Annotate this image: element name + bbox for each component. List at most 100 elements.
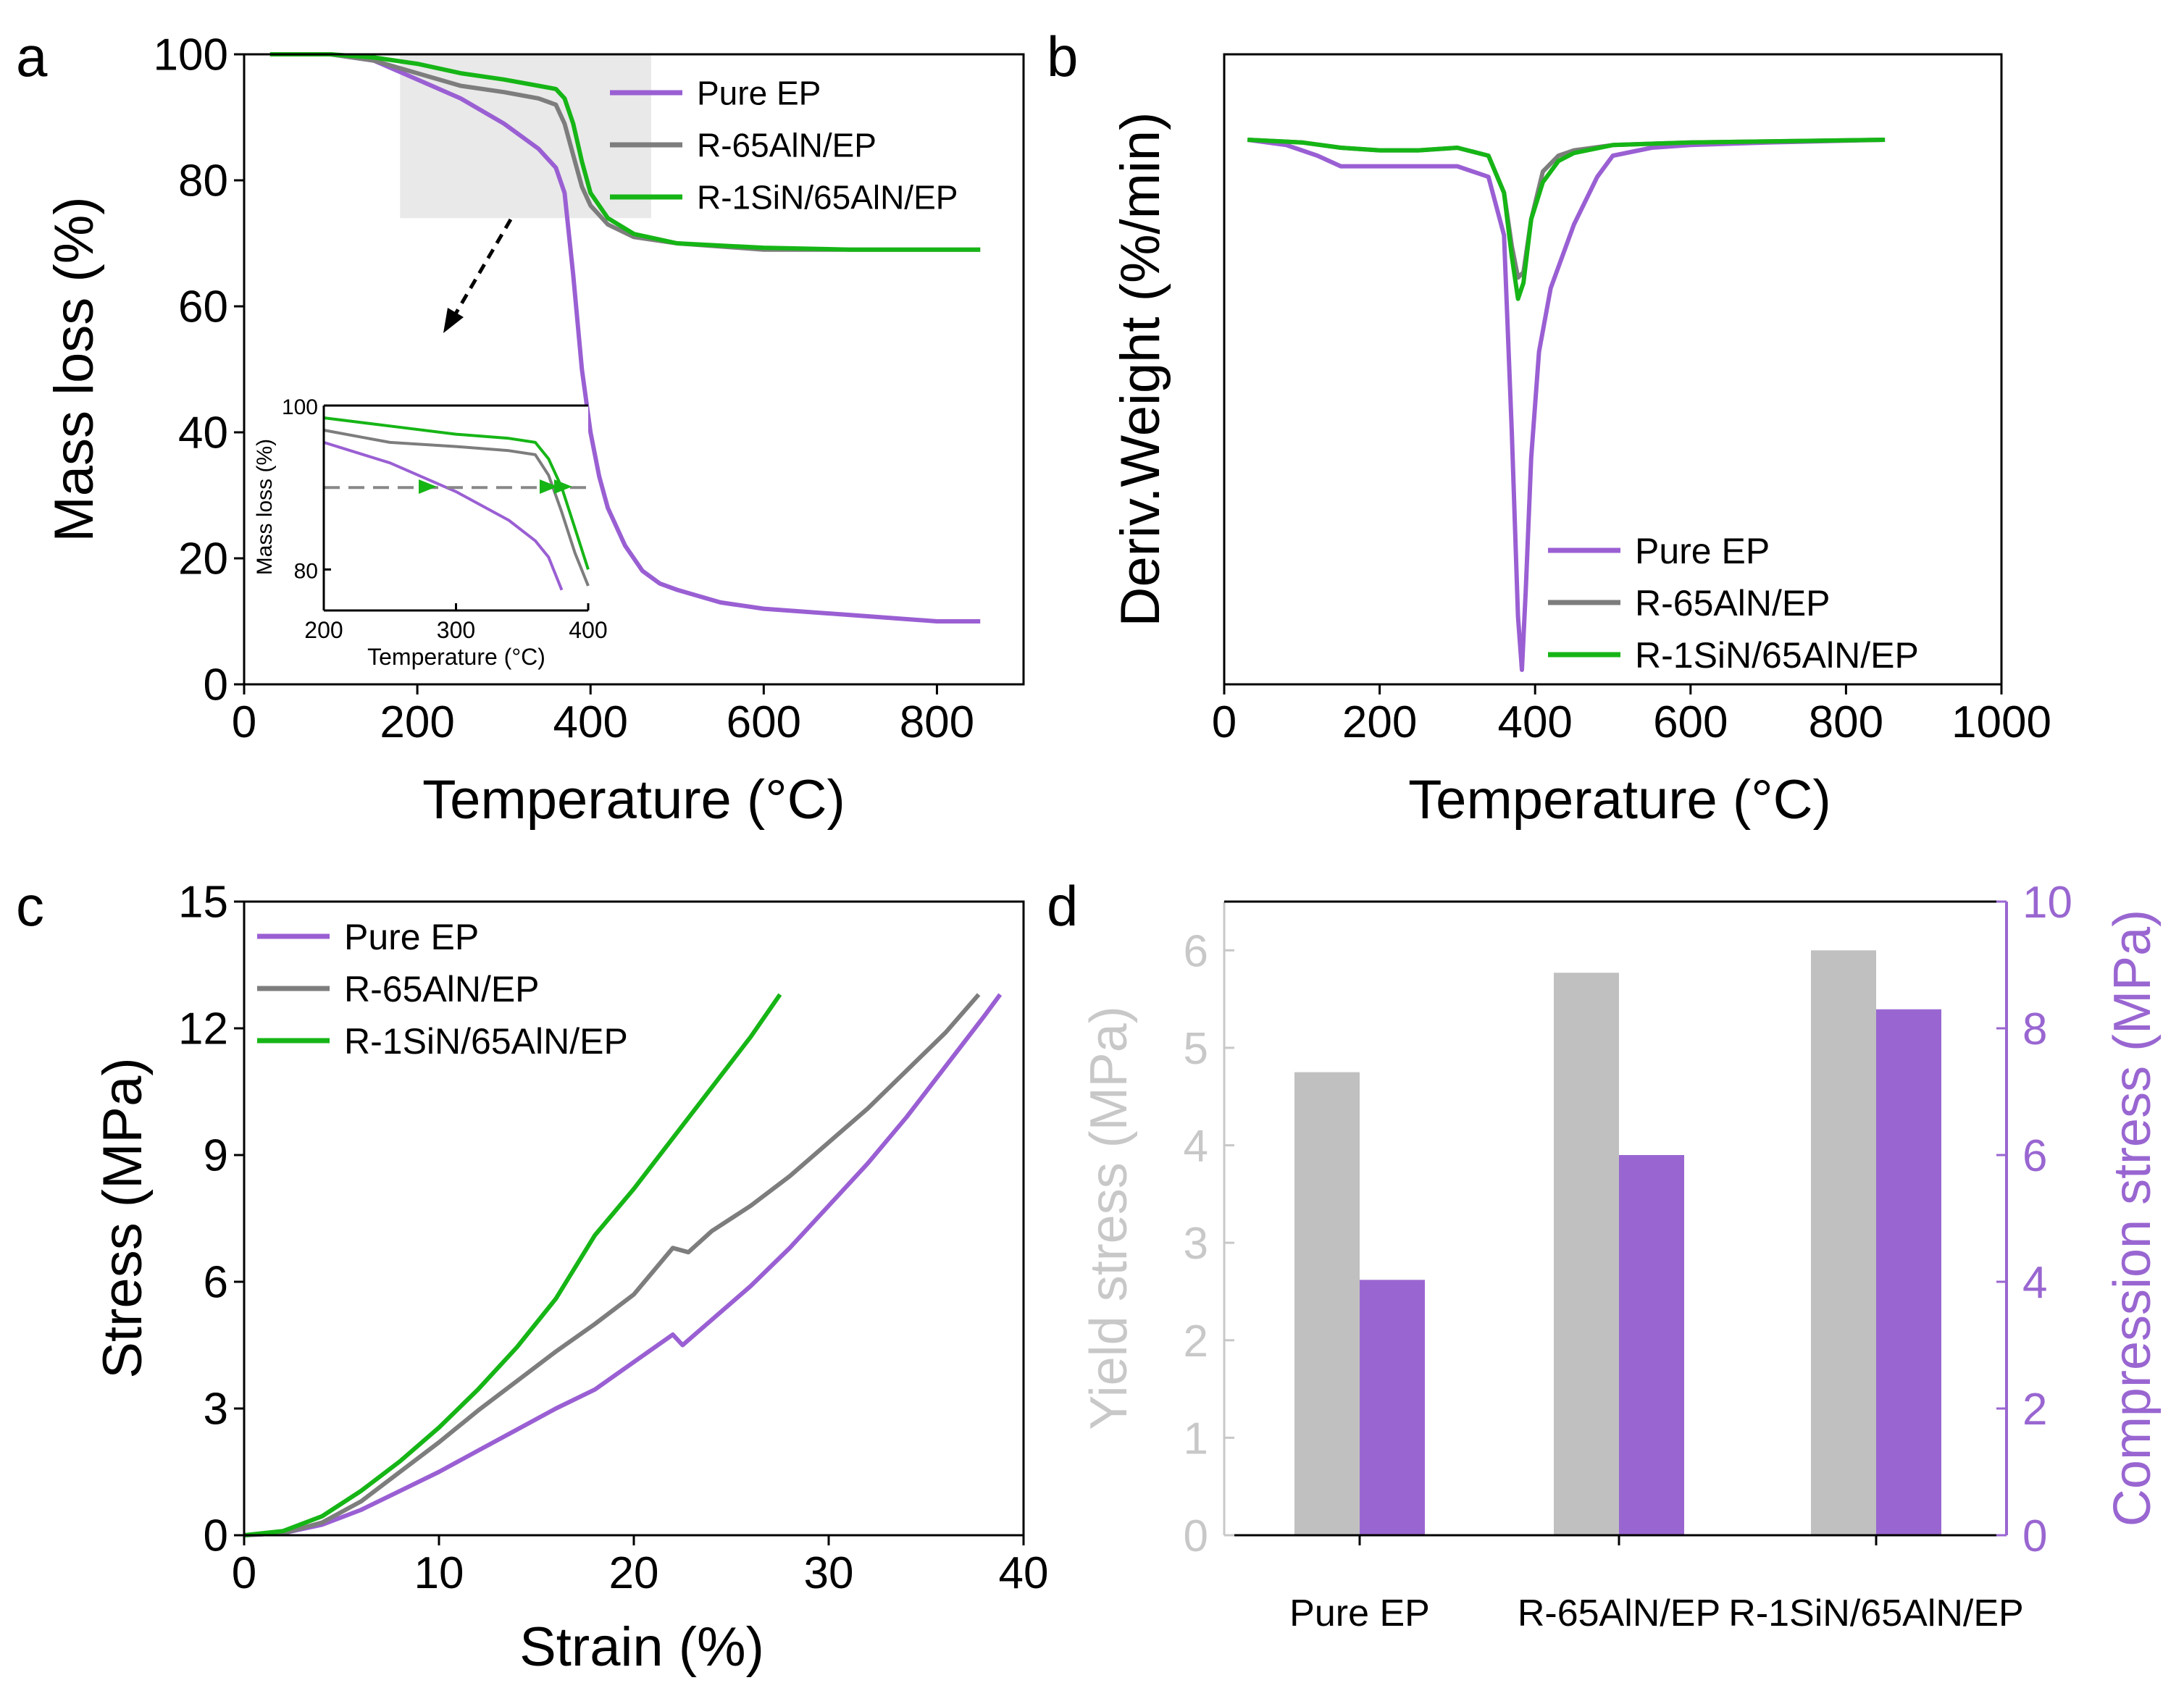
panel-c-xtick-label: 0 [232,1548,256,1598]
panel-c-xtick-label: 20 [609,1548,659,1598]
panel-c-legend-label: R-1SiN/65AlN/EP [344,1021,628,1062]
panel-a-ytick-label: 100 [154,30,228,80]
left-ytick-label: 0 [1184,1511,1208,1561]
panel-a-ytick-label: 60 [178,282,228,332]
panel-label-d: d [1047,874,1078,938]
inset-marker-arrow [540,479,558,494]
right-y-axis-title: Compression stress (MPa) [2104,910,2162,1527]
panel-c-ytick-label: 9 [204,1131,228,1181]
panel-a-xtick-label: 400 [553,697,627,747]
inset-series-line-r65 [323,429,590,587]
panel-a-legend-label: R-1SiN/65AlN/EP [697,179,958,217]
panel-a-tga-chart: 0 200 400 600 800 0 20 40 60 80 100 Temperature (°C… [43,30,1025,831]
left-ytick-label: 2 [1184,1317,1208,1367]
inset-marker-arrow [419,479,437,494]
series-line-pure [243,993,1003,1537]
panel-label-b: b [1047,25,1078,88]
right-ytick-label: 8 [2022,1004,2047,1054]
panel-a-legend-label: Pure EP [697,75,821,112]
inset-xtick-label: 300 [437,617,475,643]
panel-c-y-axis-title: Stress (MPa) [92,1057,154,1378]
left-ytick-label: 6 [1184,926,1208,976]
series-line-pure [1247,138,1886,672]
inset-xtick-label: 200 [304,617,343,643]
panel-b-xtick-label: 200 [1342,697,1417,747]
yield-stress-bar [1811,950,1876,1535]
panel-a-ytick-label: 40 [178,408,228,458]
panel-c-xtick-label: 40 [999,1548,1049,1598]
panel-b-y-axis-title: Deriv.Weight (%/min) [1110,112,1171,627]
series-line-pure [269,52,981,624]
compression-stress-bar [1876,1009,1941,1535]
series-line-sin [243,993,782,1537]
series-line-r65 [243,993,981,1537]
panel-b-xtick-label: 1000 [1951,697,2051,747]
right-ytick-label: 4 [2022,1258,2047,1308]
panel-b-x-axis-title: Temperature (°C) [1408,769,1831,831]
yield-stress-bar [1554,973,1619,1535]
panel-b-xtick-label: 400 [1497,697,1572,747]
panel-c-ytick-label: 0 [204,1511,228,1561]
inset-ytick-label: 100 [282,395,318,419]
panel-a-y-axis-title: Mass loss (%) [43,196,105,542]
panel-b-dtg-chart: 0 200 400 600 800 1000 Temperature (°C) Deriv.W… [1110,53,2051,831]
panel-label-c: c [16,874,44,938]
left-y-axis-title: Yield stress (MPa) [1080,1006,1138,1430]
inset-x-axis-title: Temperature (°C) [367,644,545,670]
panel-b-legend-label: Pure EP [1635,531,1770,571]
panel-c-ytick-label: 3 [204,1385,228,1435]
zoom-arrow-head [443,308,464,333]
panel-a-xtick-label: 0 [232,697,256,747]
panel-a-x-axis-title: Temperature (°C) [422,769,845,831]
panel-a-legend-label: R-65AlN/EP [697,127,876,164]
zoom-arrow-line [451,218,513,320]
panel-c-ytick-label: 6 [204,1258,228,1308]
panel-b-legend-label: R-65AlN/EP [1635,583,1831,624]
panel-b-xtick-label: 800 [1809,697,1883,747]
left-ytick-label: 3 [1184,1219,1208,1269]
yield-stress-bar [1294,1072,1360,1535]
right-ytick-label: 10 [2022,878,2072,928]
panel-b-frame [1223,53,2003,686]
right-ytick-label: 2 [2022,1385,2047,1435]
right-ytick-label: 0 [2022,1511,2047,1561]
panel-a-xtick-label: 200 [380,697,454,747]
panel-a-ytick-label: 20 [178,534,228,584]
inset-xtick-label: 400 [569,617,607,643]
panel-b-xtick-label: 600 [1653,697,1728,747]
panel-b-xtick-label: 0 [1212,697,1237,747]
series-line-sin [269,52,981,252]
panel-a-xtick-label: 800 [900,697,974,747]
panel-c-legend-label: Pure EP [344,917,479,957]
panel-c-x-axis-title: Strain (%) [519,1616,764,1678]
category-label: R-1SiN/65AlN/EP [1728,1592,2023,1634]
compression-stress-bar [1360,1280,1425,1535]
series-line-sin [1247,138,1886,301]
right-ytick-label: 6 [2022,1131,2047,1181]
category-label: R-65AlN/EP [1518,1592,1720,1634]
panel-a-frame [243,53,1025,686]
panel-a-ytick-label: 80 [178,156,228,206]
panel-c-ytick-label: 12 [178,1004,228,1054]
panel-d-bar-chart: 0 1 2 3 4 5 6 0 2 4 6 8 10 Pure EP R-65AlN/EP R-1SiN/65… [1080,878,2162,1634]
inset-marker-arrow [554,479,572,494]
panel-label-a: a [16,25,48,88]
left-ytick-label: 5 [1184,1024,1208,1074]
left-ytick-label: 4 [1184,1122,1208,1172]
left-ytick-label: 1 [1184,1414,1208,1464]
inset-y-axis-title: Mass loss (%) [253,439,277,575]
panel-c-ytick-label: 15 [178,878,228,928]
category-label: Pure EP [1289,1592,1430,1634]
panel-b-legend-label: R-1SiN/65AlN/EP [1635,635,1919,676]
panel-c-stress-strain-chart: 0 10 20 30 40 0 3 6 9 12 15 Strain (%) Stress (MPa) P… [92,878,1048,1678]
panel-c-legend-label: R-65AlN/EP [344,969,540,1009]
inset-series-line-pure [323,440,564,591]
series-line-r65 [1247,138,1886,280]
inset-series-line-sin [323,416,590,571]
panel-c-xtick-label: 10 [414,1548,464,1598]
panel-a-xtick-label: 600 [727,697,801,747]
panel-a-ytick-label: 0 [204,660,228,710]
panel-c-xtick-label: 30 [804,1548,854,1598]
inset-ytick-label: 80 [294,559,318,583]
